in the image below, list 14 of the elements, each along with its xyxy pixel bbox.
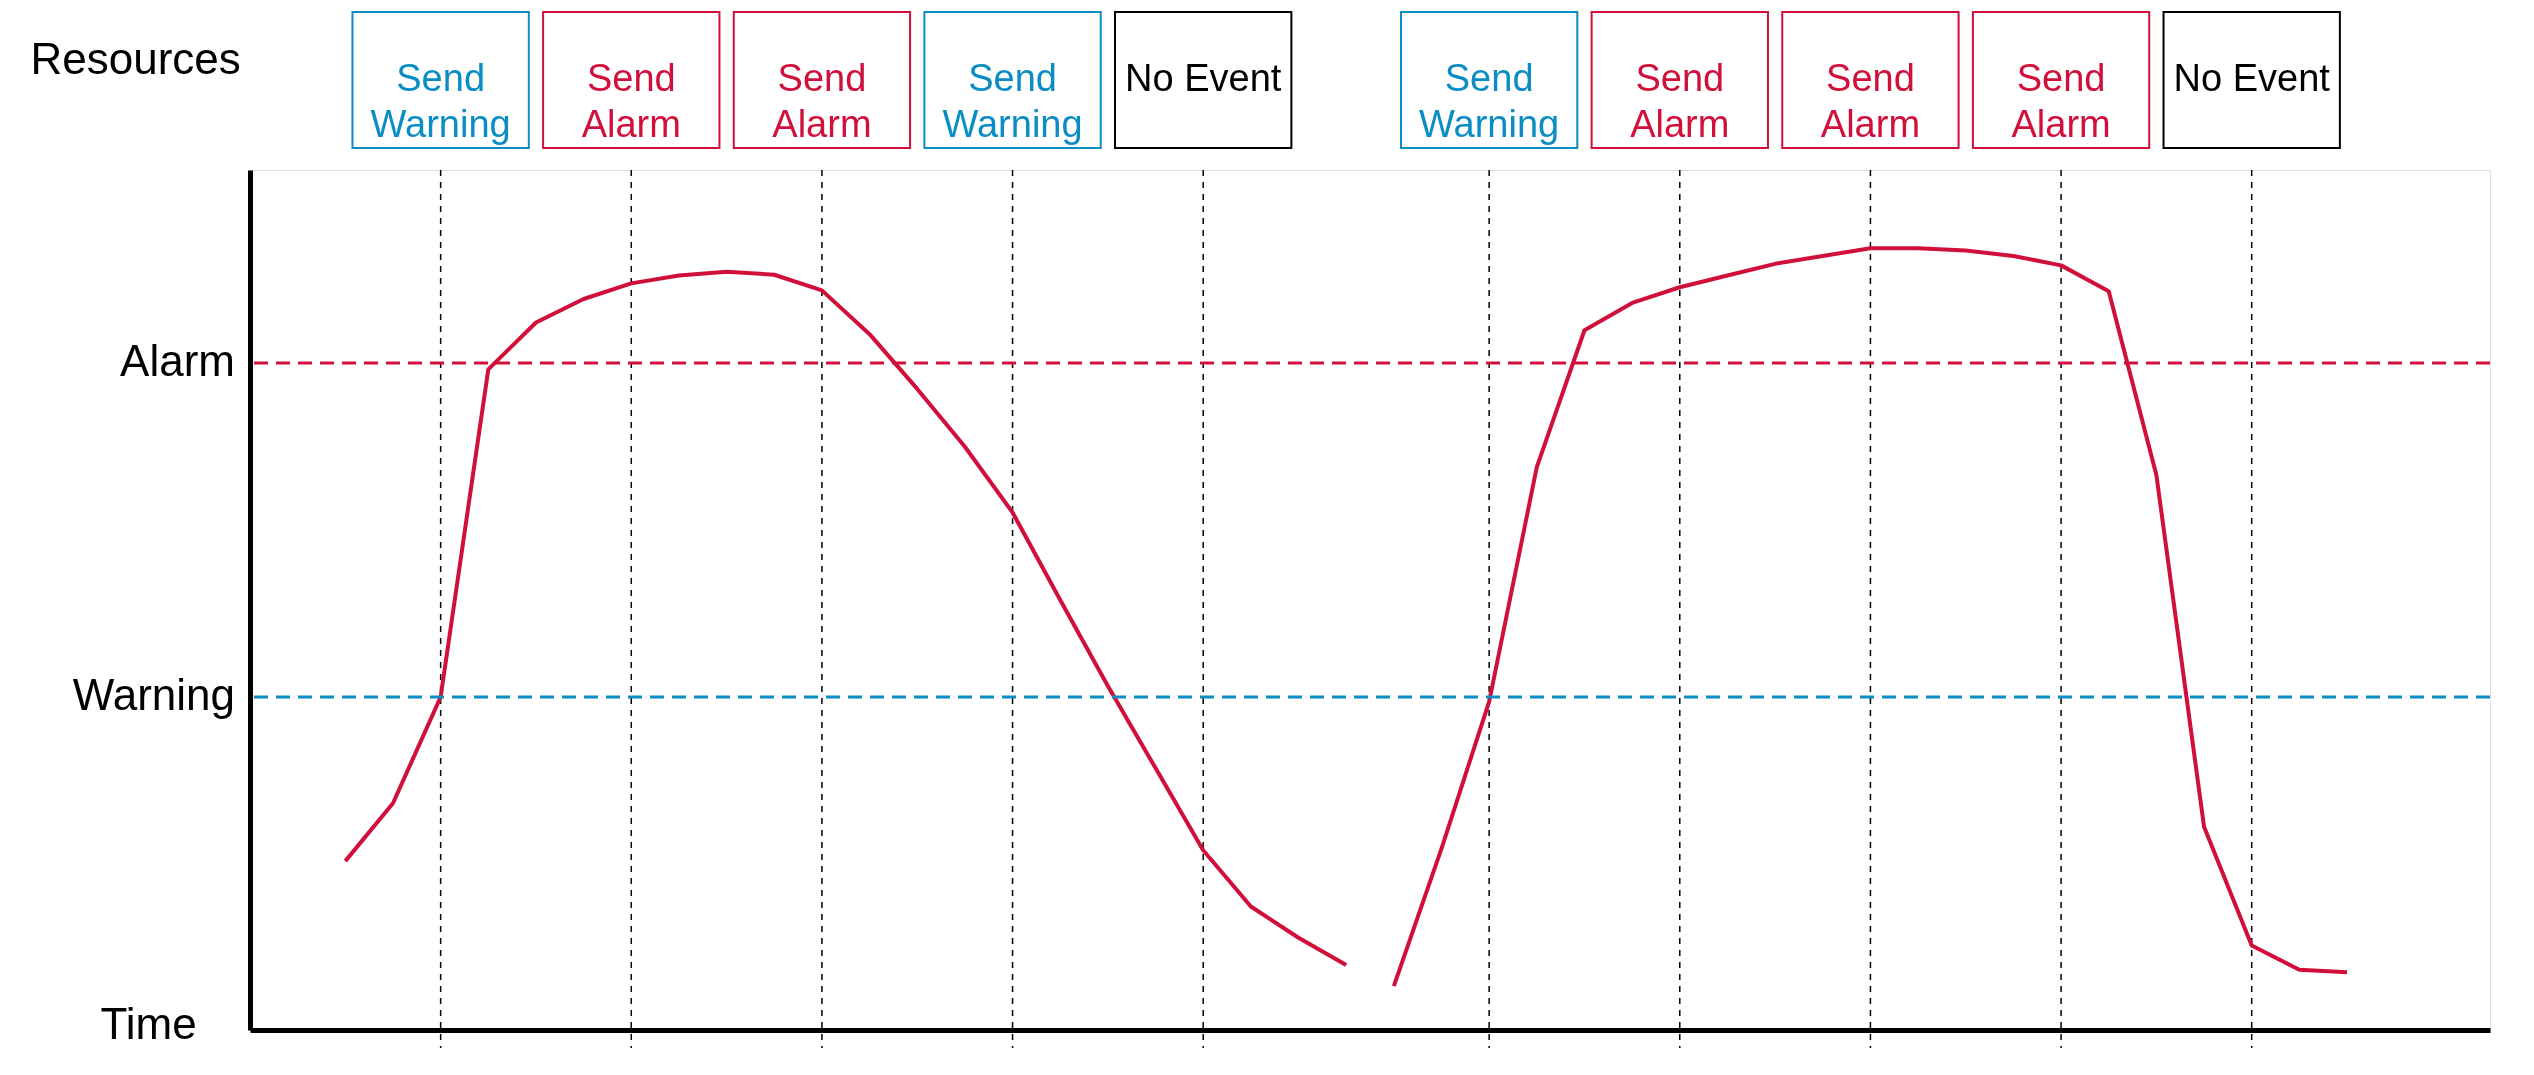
text: Send Warning — [1419, 57, 1560, 145]
text: Send Alarm — [1630, 57, 1730, 145]
ref-line-label: Alarm — [120, 336, 235, 386]
text: Send Alarm — [772, 57, 872, 145]
text: No Event — [2173, 57, 2331, 99]
text: Send Alarm — [581, 57, 681, 145]
x-axis-title: Time — [100, 998, 197, 1048]
text: Send Warning — [942, 57, 1083, 145]
text: Send Alarm — [2011, 57, 2111, 145]
ref-line-label: Warning — [72, 669, 235, 719]
y-axis-title: Resources — [30, 33, 241, 83]
text: Send Alarm — [1820, 57, 1921, 145]
text: No Event — [1125, 57, 1282, 99]
text: Send Warning — [370, 57, 511, 145]
